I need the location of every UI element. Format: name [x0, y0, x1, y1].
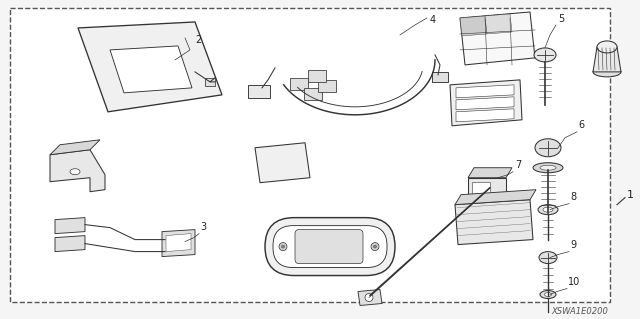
Polygon shape	[318, 80, 336, 92]
Polygon shape	[450, 80, 522, 126]
FancyBboxPatch shape	[273, 226, 387, 268]
Ellipse shape	[70, 169, 80, 175]
Polygon shape	[248, 85, 270, 98]
Ellipse shape	[534, 48, 556, 62]
Ellipse shape	[540, 165, 556, 170]
Circle shape	[282, 245, 285, 248]
Polygon shape	[456, 109, 514, 122]
Polygon shape	[593, 47, 621, 72]
Circle shape	[365, 293, 373, 301]
Polygon shape	[455, 190, 536, 205]
Text: 10: 10	[568, 277, 580, 286]
Polygon shape	[50, 150, 105, 192]
Polygon shape	[460, 16, 487, 36]
Ellipse shape	[545, 293, 552, 296]
Polygon shape	[255, 143, 310, 183]
Text: 4: 4	[430, 15, 436, 25]
Polygon shape	[468, 178, 506, 206]
Polygon shape	[456, 85, 514, 98]
Polygon shape	[162, 230, 195, 256]
Polygon shape	[55, 236, 85, 252]
Polygon shape	[110, 46, 192, 93]
Text: 3: 3	[200, 222, 206, 232]
Ellipse shape	[535, 139, 561, 157]
Polygon shape	[308, 70, 326, 82]
Text: 1: 1	[627, 190, 634, 200]
Circle shape	[371, 242, 379, 251]
Ellipse shape	[543, 207, 553, 212]
Ellipse shape	[593, 67, 621, 77]
Ellipse shape	[597, 41, 617, 53]
Polygon shape	[460, 12, 535, 65]
Polygon shape	[55, 218, 85, 234]
Circle shape	[374, 245, 376, 248]
Text: 8: 8	[570, 192, 576, 202]
Polygon shape	[455, 200, 533, 245]
Text: XSWA1E0200: XSWA1E0200	[552, 308, 609, 316]
Polygon shape	[166, 234, 191, 252]
Ellipse shape	[540, 291, 556, 299]
Polygon shape	[290, 78, 308, 90]
Polygon shape	[472, 182, 490, 200]
Polygon shape	[456, 97, 514, 110]
Polygon shape	[468, 168, 512, 178]
Polygon shape	[304, 88, 322, 100]
Ellipse shape	[533, 163, 563, 173]
Polygon shape	[78, 22, 222, 112]
FancyBboxPatch shape	[295, 230, 363, 263]
Text: 5: 5	[558, 14, 564, 24]
FancyBboxPatch shape	[265, 218, 395, 276]
Text: 7: 7	[515, 160, 521, 170]
Circle shape	[279, 242, 287, 251]
Text: 9: 9	[570, 240, 576, 249]
Ellipse shape	[538, 205, 558, 215]
Text: 2: 2	[195, 35, 201, 45]
Polygon shape	[432, 72, 448, 82]
Ellipse shape	[539, 252, 557, 263]
Polygon shape	[205, 78, 215, 86]
Text: 6: 6	[578, 120, 584, 130]
Polygon shape	[50, 140, 100, 155]
Polygon shape	[485, 14, 512, 34]
Polygon shape	[358, 290, 382, 306]
